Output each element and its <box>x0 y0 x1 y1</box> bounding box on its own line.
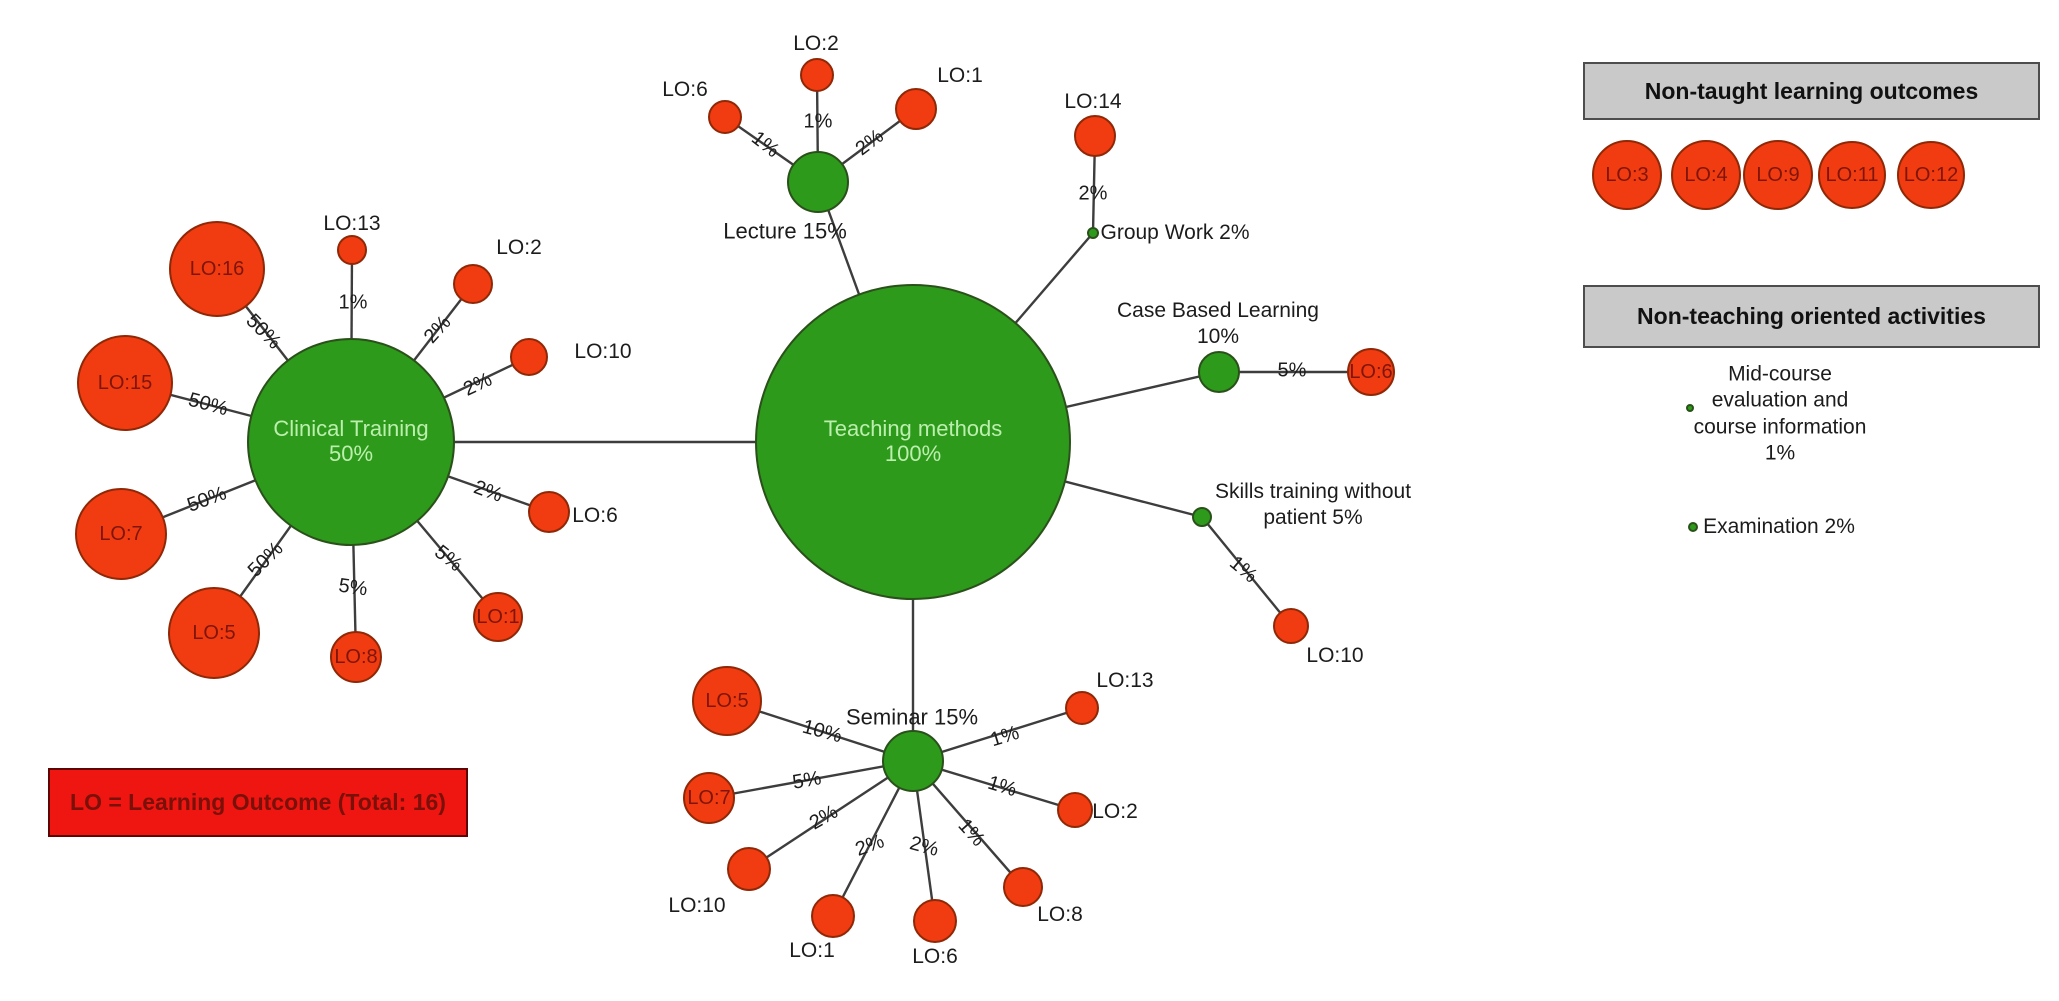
edge-teaching-methods-lecture <box>816 181 915 443</box>
edge-lecture-lec-lo6 <box>724 116 819 183</box>
edge-seminar-sem-lo8 <box>912 760 1024 888</box>
edge-clinical-training-ct-lo8 <box>349 441 358 658</box>
non-taught-outcomes-panel: Non-taught learning outcomes <box>1583 62 2040 120</box>
lo-legend-text: LO = Learning Outcome (Total: 16) <box>70 789 446 815</box>
non-taught-outcomes-title: Non-taught learning outcomes <box>1644 77 1979 104</box>
edge-seminar-sem-lo1 <box>831 760 915 917</box>
edge-clinical-training-ct-lo10 <box>350 355 530 444</box>
edge-seminar-sem-lo10 <box>748 759 914 871</box>
non-teaching-activities-title: Non-teaching oriented activities <box>1637 303 1986 329</box>
edge-clinical-training-ct-lo13 <box>349 249 354 443</box>
edge-teaching-methods-skills-training <box>912 440 1203 519</box>
edge-seminar-sem-lo5 <box>726 699 914 763</box>
edge-teaching-methods-group-work <box>912 232 1094 443</box>
edge-lecture-lec-lo2 <box>815 74 820 183</box>
edge-teaching-methods-case-based-learning <box>912 370 1220 444</box>
edge-seminar-sem-lo13 <box>912 706 1083 763</box>
non-teaching-activities-panel: Non-teaching oriented activities <box>1583 285 2040 348</box>
edge-clinical-training-ct-lo16 <box>216 268 352 443</box>
lo-legend-box: LO = Learning Outcome (Total: 16) <box>48 768 468 837</box>
edge-group-work-gw-lo14 <box>1091 135 1097 234</box>
edge-skills-training-st-lo10 <box>1201 516 1292 627</box>
edge-seminar-sem-lo6 <box>911 760 937 922</box>
edge-clinical-training-ct-lo7 <box>120 440 352 536</box>
edge-seminar-sem-lo7 <box>708 759 914 800</box>
edge-clinical-training-ct-lo2 <box>350 283 474 443</box>
edge-seminar-sem-lo2 <box>912 759 1076 812</box>
edge-lecture-lec-lo1 <box>817 108 917 183</box>
edge-clinical-training-ct-lo15 <box>124 381 352 444</box>
